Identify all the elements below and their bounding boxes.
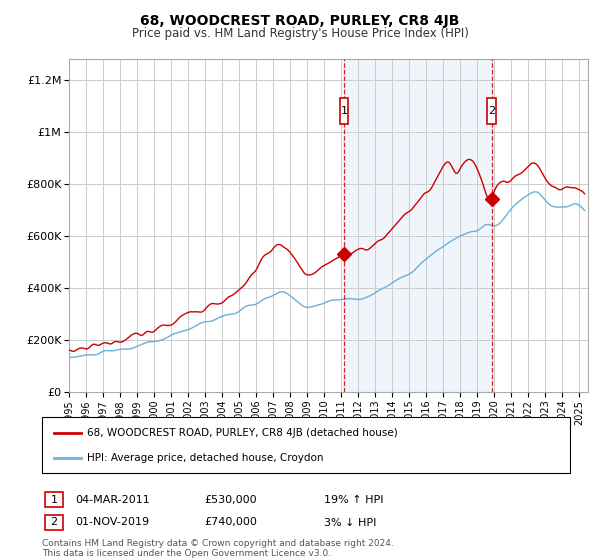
Text: Price paid vs. HM Land Registry's House Price Index (HPI): Price paid vs. HM Land Registry's House … <box>131 27 469 40</box>
Text: 68, WOODCREST ROAD, PURLEY, CR8 4JB (detached house): 68, WOODCREST ROAD, PURLEY, CR8 4JB (det… <box>87 428 398 438</box>
Text: £530,000: £530,000 <box>204 494 257 505</box>
Text: 68, WOODCREST ROAD, PURLEY, CR8 4JB: 68, WOODCREST ROAD, PURLEY, CR8 4JB <box>140 14 460 28</box>
Text: HPI: Average price, detached house, Croydon: HPI: Average price, detached house, Croy… <box>87 452 323 463</box>
Text: 2: 2 <box>50 517 58 528</box>
Text: This data is licensed under the Open Government Licence v3.0.: This data is licensed under the Open Gov… <box>42 549 331 558</box>
FancyBboxPatch shape <box>340 98 349 124</box>
Text: 2: 2 <box>488 106 495 116</box>
FancyBboxPatch shape <box>487 98 496 124</box>
Text: 3% ↓ HPI: 3% ↓ HPI <box>324 517 376 528</box>
Text: Contains HM Land Registry data © Crown copyright and database right 2024.: Contains HM Land Registry data © Crown c… <box>42 539 394 548</box>
Text: 19% ↑ HPI: 19% ↑ HPI <box>324 494 383 505</box>
Text: 04-MAR-2011: 04-MAR-2011 <box>75 494 150 505</box>
Text: £740,000: £740,000 <box>204 517 257 528</box>
Text: 1: 1 <box>341 106 347 116</box>
Bar <box>344 59 491 392</box>
Text: 1: 1 <box>50 494 58 505</box>
Text: 01-NOV-2019: 01-NOV-2019 <box>75 517 149 528</box>
